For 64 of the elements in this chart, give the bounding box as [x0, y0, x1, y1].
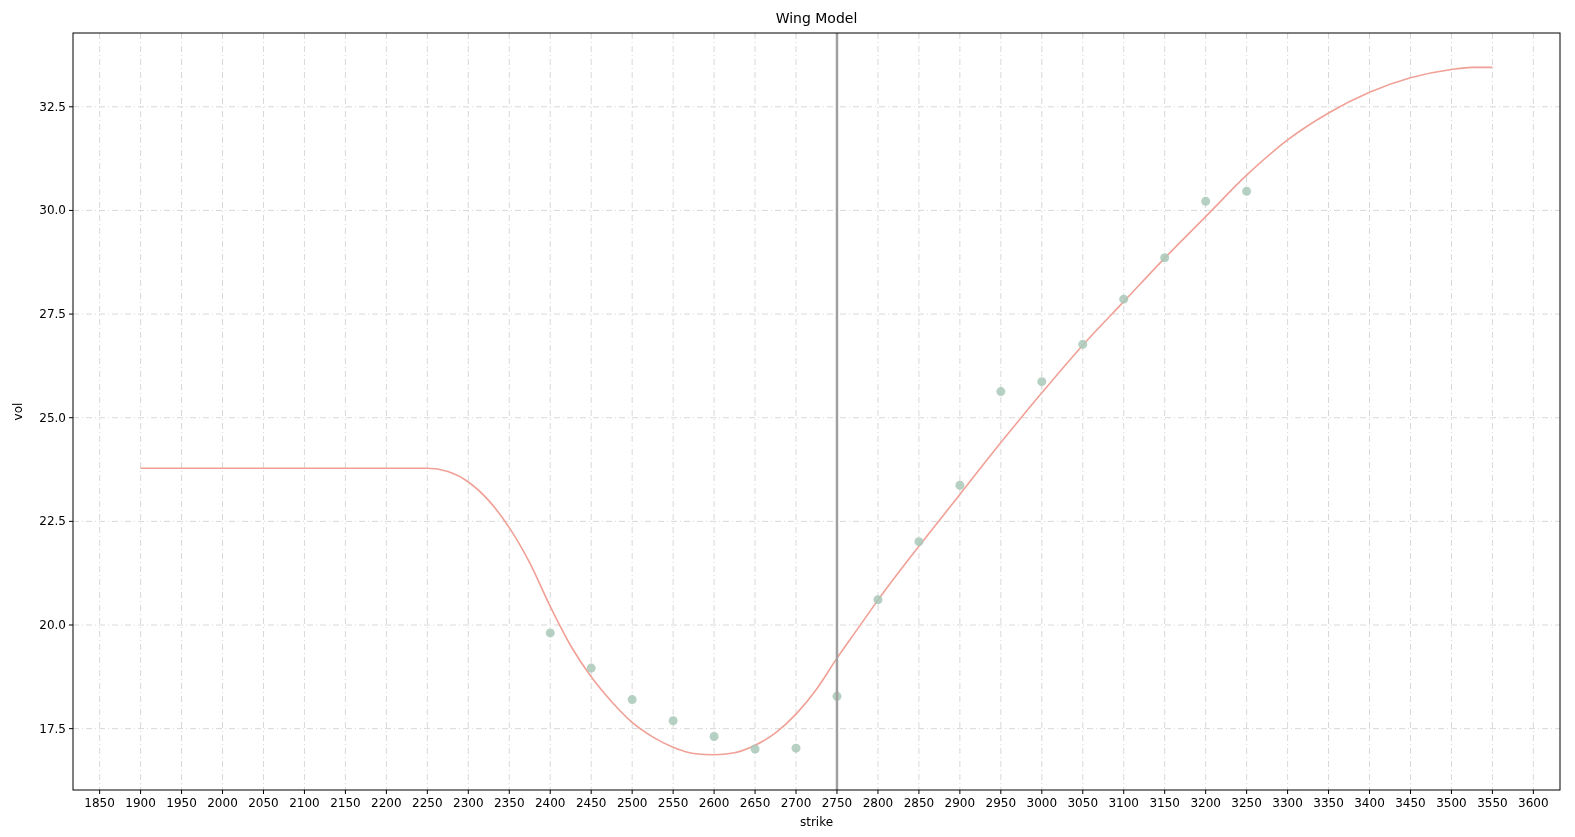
x-tick-label: 2900	[944, 796, 976, 810]
x-tick-label: 3100	[1108, 796, 1139, 810]
x-tick-label: 1850	[84, 796, 115, 810]
point	[750, 744, 760, 754]
point	[955, 480, 965, 490]
x-tick-label: 3250	[1231, 796, 1262, 810]
x-tick-label: 2550	[657, 796, 689, 810]
point	[1037, 377, 1047, 387]
x-tick-label: 2150	[330, 796, 361, 810]
x-tick-label: 2700	[780, 796, 812, 810]
point	[1119, 294, 1129, 304]
x-tick-label: 2950	[985, 796, 1017, 810]
point	[545, 628, 555, 638]
y-tick-label: 32.5	[39, 99, 66, 114]
x-tick-label: 3600	[1518, 796, 1549, 810]
point	[873, 595, 883, 605]
point	[1201, 196, 1211, 206]
x-tick-label: 3150	[1149, 796, 1180, 810]
x-tick-label: 2750	[821, 796, 853, 810]
x-tick-label: 3500	[1436, 796, 1467, 810]
point	[914, 537, 924, 547]
x-tick-label: 2400	[534, 796, 566, 810]
point	[586, 663, 596, 673]
y-tick-label: 25.0	[39, 410, 66, 425]
y-tick-label: 22.5	[39, 514, 66, 529]
y-tick-label: 30.0	[39, 203, 66, 218]
point	[996, 387, 1006, 397]
x-tick-label: 2100	[289, 796, 320, 810]
x-tick-label: 2650	[739, 796, 771, 810]
x-tick-label: 2000	[207, 796, 238, 810]
x-tick-label: 2500	[616, 796, 648, 810]
x-tick-label: 2050	[248, 796, 279, 810]
y-tick-label: 17.5	[39, 721, 66, 736]
point	[1160, 253, 1170, 263]
x-tick-label: 3450	[1395, 796, 1426, 810]
x-tick-label: 3300	[1272, 796, 1303, 810]
x-tick-label: 3200	[1190, 796, 1221, 810]
x-tick-label: 2450	[575, 796, 607, 810]
x-tick-label: 1950	[166, 796, 197, 810]
x-tick-label: 3550	[1477, 796, 1508, 810]
x-tick-label: 2850	[903, 796, 935, 810]
y-tick-label: 20.0	[39, 618, 66, 632]
x-tick-label: 2800	[862, 796, 894, 810]
x-tick-label: 2600	[698, 796, 730, 810]
y-tick-label: 27.5	[39, 307, 66, 322]
chart-title: Wing Model	[775, 10, 858, 26]
x-tick-label: 3000	[1026, 796, 1058, 810]
x-tick-label: 2200	[371, 796, 402, 810]
x-tick-label: 2350	[494, 796, 525, 810]
line-series	[139, 66, 1494, 756]
y-axis-title: vol	[11, 402, 25, 421]
point	[791, 743, 801, 753]
point	[627, 695, 637, 705]
point	[709, 732, 719, 742]
x-tick-label: 1900	[125, 796, 156, 810]
x-tick-label: 3350	[1313, 796, 1344, 810]
x-tick-label: 2300	[453, 796, 484, 810]
x-axis-title: strike	[799, 815, 834, 829]
point	[668, 716, 678, 726]
x-tick-label: 3050	[1067, 796, 1099, 810]
point	[1242, 186, 1252, 196]
point	[1078, 339, 1088, 349]
x-tick-label: 2250	[412, 796, 443, 810]
x-tick-label: 3400	[1354, 796, 1385, 810]
